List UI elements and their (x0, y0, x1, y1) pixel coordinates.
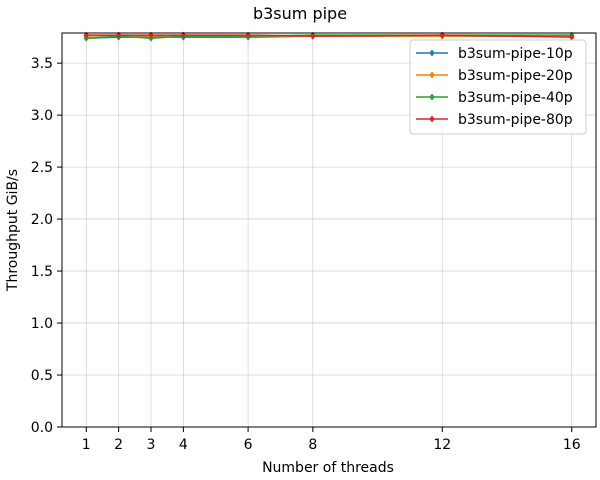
y-axis-label: Throughput GiB/s (5, 169, 21, 292)
x-tick-label: 16 (563, 437, 581, 453)
legend-item: b3sum-pipe-80p (416, 112, 573, 128)
legend-item: b3sum-pipe-40p (416, 90, 573, 106)
legend-item: b3sum-pipe-20p (416, 68, 573, 84)
y-tick-label: 0.5 (31, 368, 53, 384)
y-tick-label: 0.0 (31, 420, 53, 436)
legend-item: b3sum-pipe-10p (416, 46, 573, 62)
x-tick-label: 8 (308, 437, 317, 453)
y-tick-label: 1.0 (31, 316, 53, 332)
y-tick-label: 1.5 (31, 264, 53, 280)
legend-marker (429, 49, 435, 57)
legend-label: b3sum-pipe-80p (458, 112, 573, 128)
grid-lines (62, 33, 596, 428)
data-point (83, 31, 89, 39)
series-lines (83, 31, 575, 42)
legend: b3sum-pipe-10p b3sum-pipe-20p b3sum-pipe-4… (409, 39, 587, 135)
legend-label: b3sum-pipe-40p (458, 90, 573, 106)
legend-label: b3sum-pipe-20p (458, 68, 573, 84)
x-tick-label: 12 (433, 437, 451, 453)
y-tick-label: 2.0 (31, 212, 53, 228)
y-tick-label: 2.5 (31, 160, 53, 176)
legend-label: b3sum-pipe-10p (458, 46, 573, 62)
legend-marker (429, 115, 435, 123)
y-tick-label: 3.0 (31, 108, 53, 124)
series-line (86, 34, 572, 38)
data-point (310, 32, 316, 40)
legend-marker (429, 93, 435, 101)
x-tick-label: 6 (244, 437, 253, 453)
plot-frame (61, 32, 597, 428)
legend-marker (429, 71, 435, 79)
x-tick-label: 3 (147, 437, 156, 453)
x-tick-label: 2 (114, 437, 123, 453)
x-axis-ticks: 1 2 3 4 6 8 12 16 (82, 427, 581, 453)
legend-box (409, 39, 587, 135)
x-tick-label: 4 (179, 437, 188, 453)
x-tick-label: 1 (82, 437, 91, 453)
y-axis-ticks: 0.0 0.5 1.0 1.5 2.0 2.5 3.0 3.5 (31, 56, 62, 436)
chart-title: b3sum pipe (253, 4, 347, 23)
x-axis-label: Number of threads (262, 460, 394, 476)
y-tick-label: 3.5 (31, 56, 53, 72)
